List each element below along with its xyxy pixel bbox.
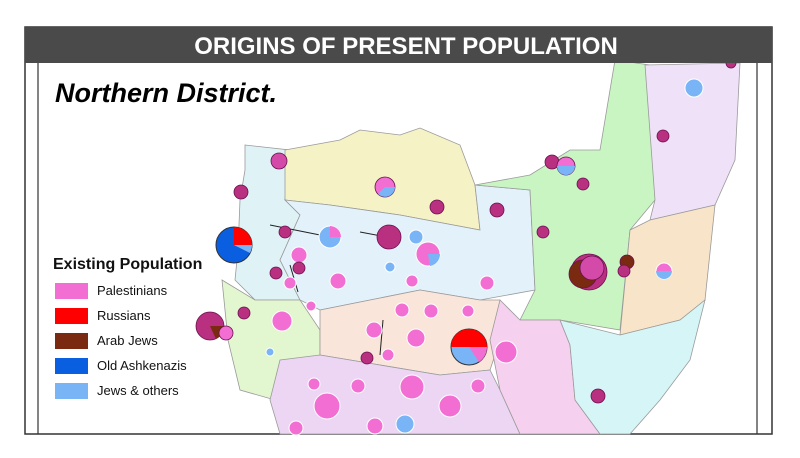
pie-marker <box>269 266 283 280</box>
pie-marker <box>365 321 383 339</box>
pie-marker <box>350 378 366 394</box>
pie-marker <box>307 377 321 391</box>
pie-marker <box>360 351 374 365</box>
pie-marker <box>278 225 292 239</box>
pie-marker <box>384 261 396 273</box>
map-title: Northern District. <box>55 78 277 108</box>
pie-marker <box>394 302 410 318</box>
pie-marker <box>470 378 486 394</box>
pie-slice <box>451 329 487 347</box>
pie-marker <box>429 199 445 215</box>
pie-marker <box>283 276 297 290</box>
pie-marker <box>233 184 249 200</box>
legend-swatch <box>55 333 88 349</box>
pie-marker <box>438 394 462 418</box>
header-title: ORIGINS OF PRESENT POPULATION <box>194 33 618 60</box>
pie-marker <box>423 303 439 319</box>
pie-marker <box>406 328 426 348</box>
pie-slice <box>330 226 341 237</box>
legend-label: Jews & others <box>97 383 179 398</box>
pie-marker <box>408 229 424 245</box>
pie-marker <box>617 264 631 278</box>
pie-marker <box>479 275 495 291</box>
pie-marker <box>576 177 590 191</box>
pie-marker <box>381 348 395 362</box>
header-bar <box>25 27 772 63</box>
pie-marker <box>288 420 304 436</box>
pie-marker <box>218 325 234 341</box>
legend-swatch <box>55 383 88 399</box>
pie-marker <box>656 129 670 143</box>
pie-marker <box>271 310 293 332</box>
pie-marker <box>265 347 275 357</box>
pie-marker <box>292 261 306 275</box>
pie-marker <box>329 272 347 290</box>
pie-marker <box>579 255 605 281</box>
pie-marker <box>489 202 505 218</box>
pie-slice <box>469 347 488 362</box>
pie-marker <box>536 225 550 239</box>
pie-slice <box>656 271 672 279</box>
pie-marker <box>405 274 419 288</box>
legend-title: Existing Population <box>53 256 202 273</box>
pie-marker <box>366 417 384 435</box>
legend-label: Arab Jews <box>97 333 158 348</box>
pie-marker <box>684 78 704 98</box>
pie-marker <box>237 306 251 320</box>
legend-label: Palestinians <box>97 283 168 298</box>
region <box>474 59 656 331</box>
pie-slice <box>234 227 252 245</box>
pie-marker <box>376 224 402 250</box>
pie-slice <box>428 254 441 266</box>
pie-marker <box>399 374 425 400</box>
pie-marker <box>290 246 308 264</box>
pie-slice <box>234 245 252 253</box>
legend-label: Russians <box>97 308 151 323</box>
pie-marker <box>590 388 606 404</box>
pie-marker <box>270 152 288 170</box>
legend-label: Old Ashkenazis <box>97 358 187 373</box>
pie-slice <box>557 166 575 175</box>
population-circles <box>195 57 737 436</box>
pie-marker <box>305 300 317 312</box>
legend-swatch <box>55 308 88 324</box>
leader-line <box>379 319 384 356</box>
pie-marker <box>395 414 415 434</box>
legend-swatch <box>55 358 88 374</box>
pie-marker <box>461 304 475 318</box>
legend: Palestinians Russians Arab Jews Old Ashkena… <box>55 283 187 399</box>
pie-slice <box>378 187 395 197</box>
pie-marker <box>313 392 341 420</box>
legend-swatch <box>55 283 88 299</box>
pie-marker <box>494 340 518 364</box>
